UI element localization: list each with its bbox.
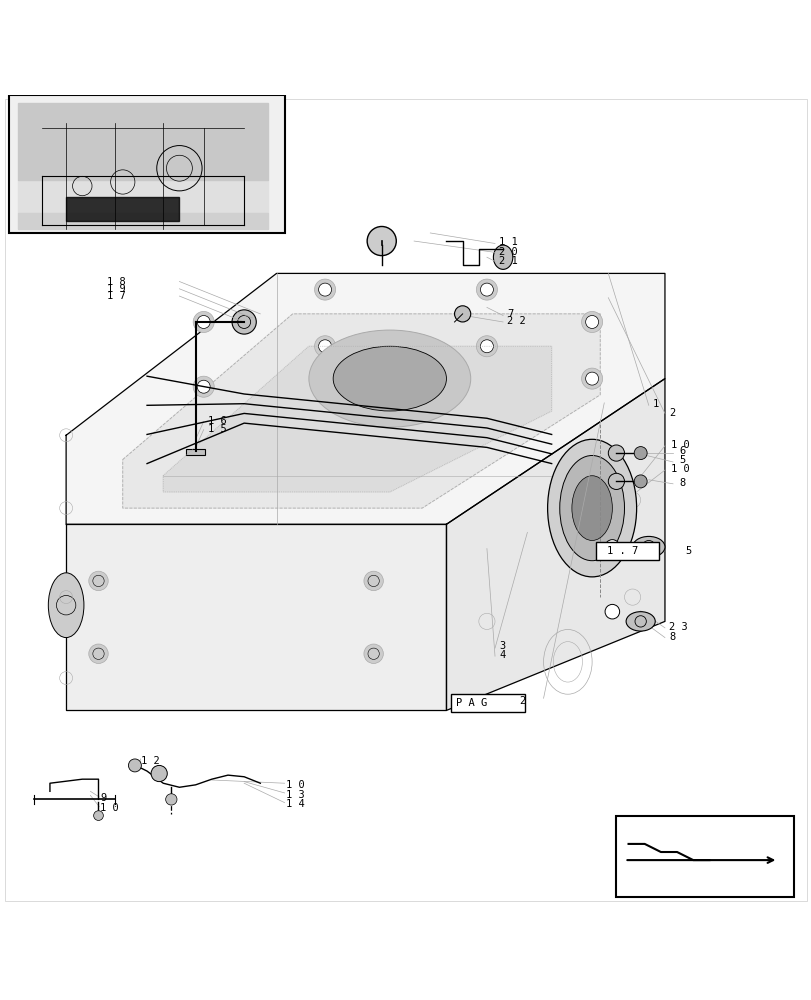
Text: 1 0: 1 0 (671, 440, 689, 450)
Bar (595, 542, 659, 560)
Circle shape (604, 604, 619, 619)
Ellipse shape (625, 612, 654, 631)
Text: 8: 8 (679, 478, 685, 488)
Ellipse shape (632, 536, 664, 557)
Text: 1 2: 1 2 (141, 756, 160, 766)
Text: 2: 2 (668, 408, 675, 418)
Circle shape (585, 315, 598, 328)
Text: 1 8: 1 8 (106, 277, 125, 287)
Polygon shape (66, 273, 664, 524)
Text: 5: 5 (679, 455, 685, 465)
Circle shape (314, 336, 335, 357)
Circle shape (581, 311, 602, 332)
Text: 1: 1 (652, 399, 659, 409)
Circle shape (93, 811, 103, 820)
Text: 6: 6 (679, 446, 685, 456)
Circle shape (197, 315, 210, 328)
Text: 2: 2 (519, 696, 525, 706)
Circle shape (165, 794, 177, 805)
Text: 5: 5 (684, 546, 691, 556)
Text: 1 3: 1 3 (286, 790, 305, 800)
Text: 2 2: 2 2 (507, 316, 526, 326)
Circle shape (585, 372, 598, 385)
Circle shape (88, 571, 108, 591)
Circle shape (454, 306, 470, 322)
Bar (616, 816, 793, 897)
Text: 2 1: 2 1 (499, 256, 517, 266)
Polygon shape (66, 197, 179, 221)
Text: 1 7: 1 7 (106, 291, 125, 301)
Circle shape (232, 310, 256, 334)
Circle shape (363, 644, 383, 663)
Polygon shape (18, 103, 268, 180)
Text: 3: 3 (499, 641, 504, 651)
Polygon shape (446, 379, 664, 710)
Text: 7: 7 (507, 309, 513, 319)
Circle shape (193, 311, 214, 332)
Circle shape (367, 226, 396, 256)
Circle shape (193, 376, 214, 397)
Circle shape (128, 759, 141, 772)
Ellipse shape (571, 476, 611, 540)
Text: 1 4: 1 4 (286, 799, 305, 809)
Ellipse shape (308, 330, 470, 427)
Bar (10, 95, 285, 233)
Text: 1 1: 1 1 (499, 237, 517, 247)
Circle shape (476, 336, 497, 357)
Circle shape (318, 283, 331, 296)
Circle shape (604, 540, 619, 554)
Polygon shape (18, 180, 268, 213)
Circle shape (607, 473, 624, 489)
Text: 1 9: 1 9 (106, 284, 125, 294)
Circle shape (314, 279, 335, 300)
Circle shape (480, 340, 493, 353)
Polygon shape (163, 346, 551, 492)
Text: 1 . 7: 1 . 7 (606, 546, 637, 556)
Bar (186, 449, 205, 455)
Circle shape (581, 368, 602, 389)
Ellipse shape (559, 455, 624, 561)
Circle shape (363, 571, 383, 591)
Polygon shape (66, 524, 446, 710)
Circle shape (633, 475, 646, 488)
Circle shape (633, 447, 646, 460)
Ellipse shape (547, 439, 636, 577)
Polygon shape (122, 314, 599, 508)
Text: 2 3: 2 3 (668, 622, 687, 632)
Text: 1 0: 1 0 (286, 780, 305, 790)
Polygon shape (18, 213, 268, 229)
Text: 8: 8 (668, 632, 675, 642)
Circle shape (476, 279, 497, 300)
Ellipse shape (333, 346, 446, 411)
Text: 2 0: 2 0 (499, 247, 517, 257)
Ellipse shape (49, 573, 84, 638)
Bar (450, 694, 524, 712)
Text: 9: 9 (100, 793, 106, 803)
Circle shape (318, 340, 331, 353)
Text: 4: 4 (499, 650, 504, 660)
Text: 1 0: 1 0 (671, 464, 689, 474)
Circle shape (151, 765, 167, 782)
Circle shape (480, 283, 493, 296)
Text: 1 0: 1 0 (100, 803, 118, 813)
Text: 1 5: 1 5 (208, 424, 226, 434)
Ellipse shape (493, 245, 513, 269)
Circle shape (88, 644, 108, 663)
Text: P A G: P A G (456, 698, 487, 708)
Text: 1 6: 1 6 (208, 416, 226, 426)
Circle shape (607, 445, 624, 461)
Circle shape (197, 380, 210, 393)
